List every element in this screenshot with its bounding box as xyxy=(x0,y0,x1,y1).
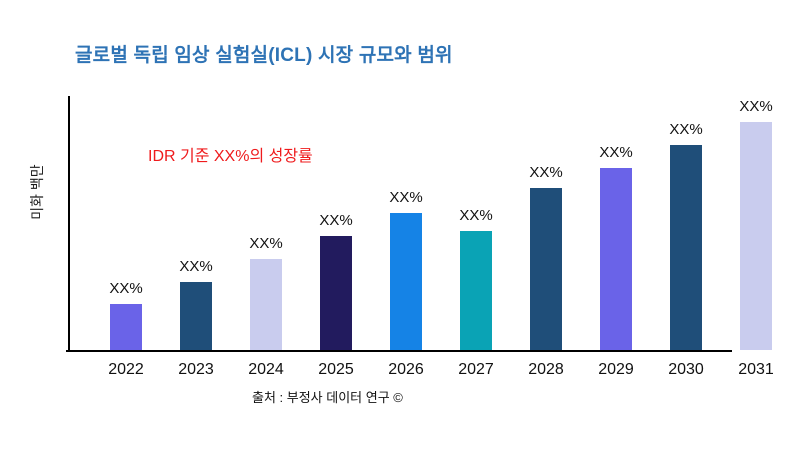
y-axis-line xyxy=(68,96,70,352)
bar-value-label-2022: XX% xyxy=(109,280,143,297)
bar-value-label-2024: XX% xyxy=(249,235,283,252)
bar-value-label-2023: XX% xyxy=(179,258,213,275)
y-axis-label: 미화 백만 xyxy=(29,164,45,220)
x-tick-label-2028: 2028 xyxy=(528,361,564,378)
bar-2028 xyxy=(530,188,562,350)
bar-value-label-2029: XX% xyxy=(599,144,633,161)
x-axis-line xyxy=(66,350,732,352)
x-tick-label-2022: 2022 xyxy=(108,361,144,378)
bar-2029 xyxy=(600,168,632,350)
chart-title: 글로벌 독립 임상 실험실(ICL) 시장 규모와 범위 xyxy=(75,45,453,66)
bar-2026 xyxy=(390,213,422,350)
x-tick-label-2026: 2026 xyxy=(388,361,424,378)
bar-value-label-2027: XX% xyxy=(459,207,493,224)
bar-2025 xyxy=(320,236,352,350)
x-tick-label-2030: 2030 xyxy=(668,361,704,378)
bar-value-label-2030: XX% xyxy=(669,121,703,138)
bar-value-label-2026: XX% xyxy=(389,189,423,206)
plot-area: XX% 2022 XX% 2023 XX% 2024 XX% 2025 XX% 2026 XX% 20… xyxy=(66,96,780,378)
x-tick-label-2024: 2024 xyxy=(248,361,284,378)
x-tick-label-2023: 2023 xyxy=(178,361,214,378)
bar-2030 xyxy=(670,145,702,350)
bar-value-label-2028: XX% xyxy=(529,164,563,181)
x-tick-label-2027: 2027 xyxy=(458,361,494,378)
x-tick-label-2025: 2025 xyxy=(318,361,354,378)
bar-value-label-2025: XX% xyxy=(319,212,353,229)
bar-value-label-2031: XX% xyxy=(739,98,773,115)
bar-2031 xyxy=(740,122,772,350)
x-tick-label-2031: 2031 xyxy=(738,361,774,378)
bar-2024 xyxy=(250,259,282,350)
source-note: 출처 : 부정사 데이터 연구 © xyxy=(252,390,403,405)
bar-2022 xyxy=(110,304,142,350)
growth-rate-annotation: IDR 기준 XX%의 성장률 xyxy=(148,148,313,165)
bar-2027 xyxy=(460,231,492,350)
x-tick-label-2029: 2029 xyxy=(598,361,634,378)
bar-2023 xyxy=(180,282,212,350)
